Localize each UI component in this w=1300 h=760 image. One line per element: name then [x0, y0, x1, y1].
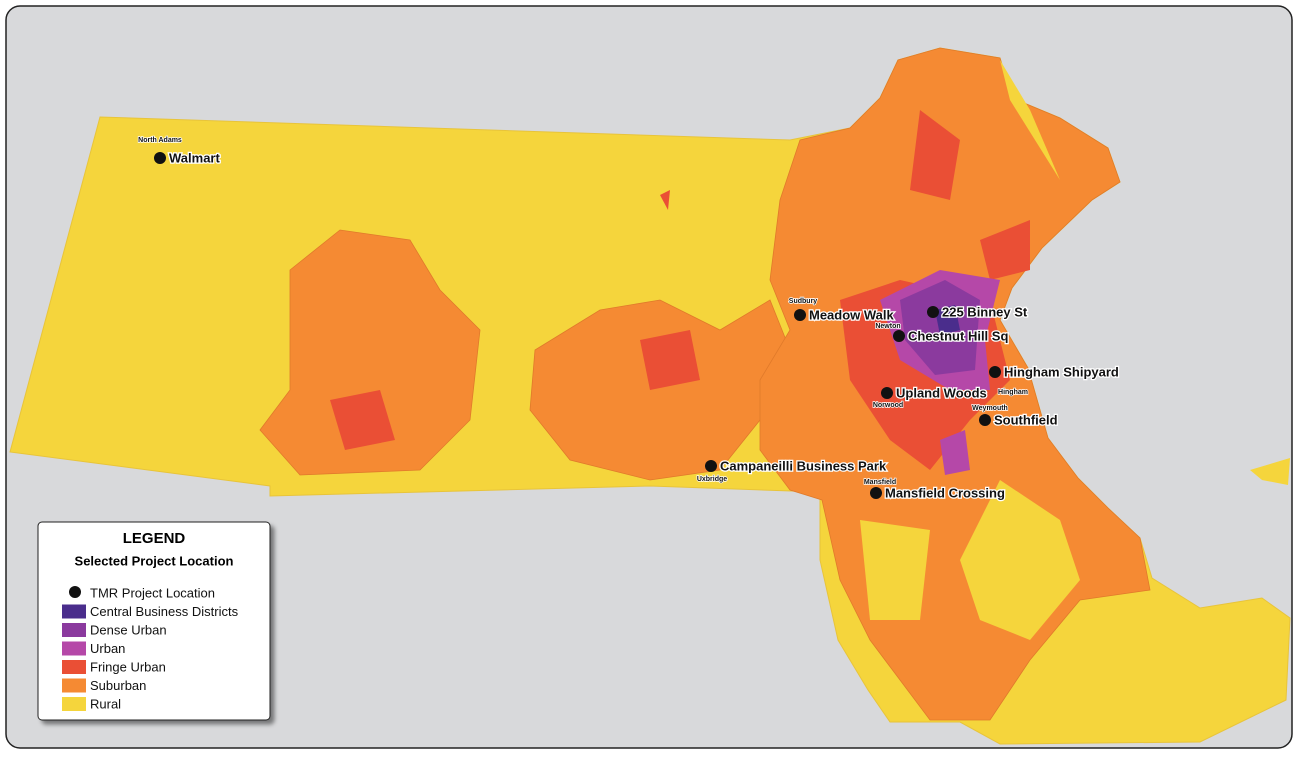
fringe-urban-area: [640, 330, 700, 390]
project-location-label: Walmart: [169, 150, 220, 165]
cape-tip: [1250, 458, 1290, 485]
project-location-dot: [154, 152, 166, 164]
town-label: Weymouth: [972, 405, 1008, 412]
legend-swatch: [62, 697, 86, 711]
rural-area: [1000, 60, 1060, 180]
legend-swatch: [62, 641, 86, 656]
legend-label: Rural: [90, 696, 121, 711]
project-location-dot: [794, 309, 806, 321]
project-location-dot: [870, 487, 882, 499]
project-location-dot: [979, 414, 991, 426]
legend-swatch: [62, 623, 86, 637]
project-location-dot: [927, 306, 939, 318]
town-label: Mansfield: [864, 479, 896, 486]
town-label: Norwood: [873, 402, 903, 409]
project-location-label: Upland Woods: [896, 385, 987, 400]
project-location-dot: [705, 460, 717, 472]
regions: [9, 47, 1291, 745]
rural-area: [860, 520, 930, 620]
project-location-label: Campaneilli Business Park: [720, 458, 887, 473]
legend-label: TMR Project Location: [90, 585, 215, 600]
project-location-dot: [881, 387, 893, 399]
legend-swatch: [62, 660, 86, 674]
town-label: Hingham: [998, 389, 1028, 396]
cbd-area: [935, 305, 960, 335]
fringe-urban-area: [980, 220, 1030, 280]
fringe-urban-area: [330, 390, 395, 450]
project-location-label: Mansfield Crossing: [885, 485, 1005, 500]
legend: LEGEND Selected Project Location TMR Pro…: [37, 521, 271, 721]
legend-label: Suburban: [90, 678, 146, 693]
legend-label: Dense Urban: [90, 622, 167, 637]
legend-title: LEGEND: [123, 530, 186, 547]
town-label: North Adams: [138, 137, 182, 144]
fringe-urban-area: [660, 190, 670, 210]
legend-label: Central Business Districts: [90, 604, 239, 619]
legend-label: Fringe Urban: [90, 659, 166, 674]
project-location-label: Hingham Shipyard: [1004, 364, 1119, 379]
project-location-dot: [989, 366, 1001, 378]
labels: Walmart North Adams Meadow Walk Sudbury 225 …: [137, 136, 1120, 502]
project-location-label: 225 Binney St: [942, 304, 1028, 319]
legend-marker: [69, 586, 81, 598]
project-location-label: Meadow Walk: [809, 307, 895, 322]
fringe-urban-area: [910, 110, 960, 200]
legend-swatch: [62, 678, 86, 693]
rural-area: [960, 480, 1080, 640]
project-location-label: Southfield: [994, 412, 1058, 427]
project-location-label: Chestnut Hill Sq: [908, 328, 1008, 343]
town-label: Newton: [875, 323, 900, 330]
suburban-area: [259, 229, 481, 476]
legend-label: Urban: [90, 641, 125, 656]
legend-subtitle: Selected Project Location: [75, 553, 234, 568]
urban-area: [940, 430, 970, 475]
legend-items: TMR Project Location Central Business Dis…: [62, 585, 239, 711]
legend-swatch: [62, 604, 86, 619]
project-location-dot: [893, 330, 905, 342]
town-label: Uxbridge: [697, 476, 727, 483]
legend-box: [37, 521, 271, 721]
town-label: Sudbury: [789, 298, 817, 305]
